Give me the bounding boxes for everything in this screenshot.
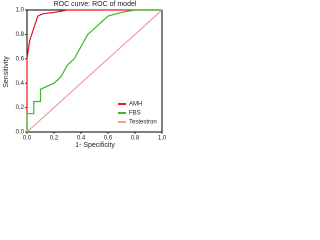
x-tick-label: 1.0 <box>158 136 167 142</box>
y-tick-label: 0.6 <box>16 56 25 62</box>
x-tick-label: 0.2 <box>50 136 59 142</box>
y-tick-label: 0.0 <box>16 130 25 136</box>
y-tick-label: 1.0 <box>16 8 25 14</box>
x-axis-label: 1- Specificity <box>75 142 115 149</box>
y-tick-label: 0.8 <box>16 32 25 38</box>
y-axis-label: Sensitivity <box>3 56 10 88</box>
x-tick-label: 0.8 <box>131 136 140 142</box>
roc-line <box>26 9 163 133</box>
legend-label: AMH <box>129 102 142 108</box>
x-tick-label: 0.6 <box>104 136 113 142</box>
roc-line <box>26 9 162 132</box>
legend-label: FBS <box>129 111 141 117</box>
x-tick-label: 0.4 <box>77 136 86 142</box>
legend-label: Testestron <box>129 120 157 126</box>
chart: ROC curve: ROC of model 1- Specificity S… <box>3 1 167 149</box>
roc-line <box>26 9 162 132</box>
y-tick-label: 0.2 <box>16 105 25 111</box>
chart-title: ROC curve: ROC of model <box>54 1 137 8</box>
x-tick-label: 0.0 <box>23 136 32 142</box>
y-tick-label: 0.4 <box>16 81 25 87</box>
